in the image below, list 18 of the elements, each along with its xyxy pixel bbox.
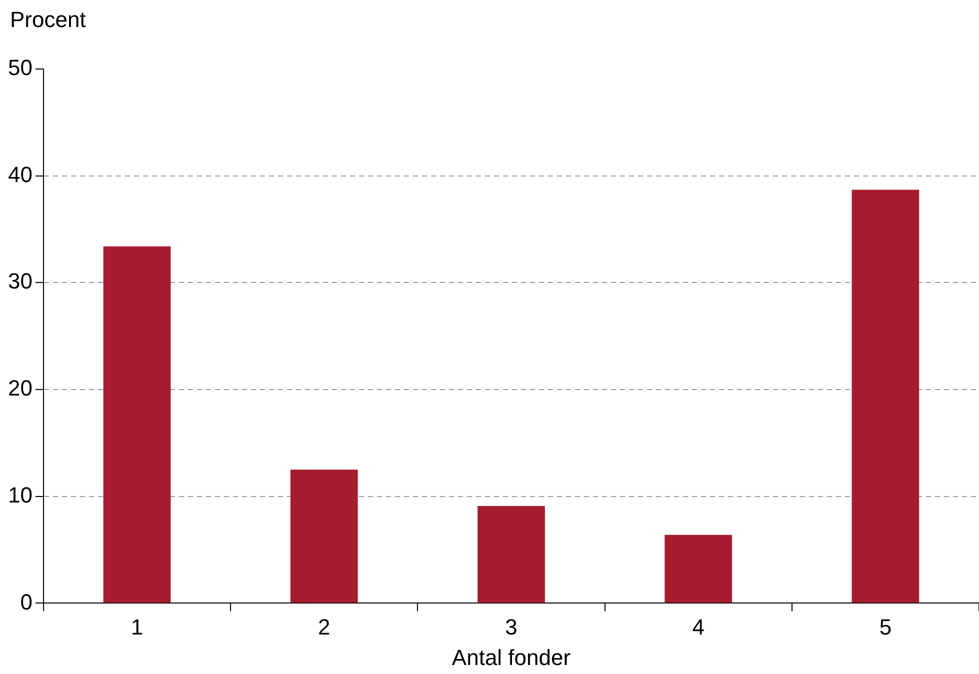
y-tick-label: 20 xyxy=(8,376,32,401)
x-tick-label: 3 xyxy=(505,614,518,640)
y-tick-label: 0 xyxy=(20,589,32,614)
y-tick-label: 30 xyxy=(8,268,32,294)
x-axis-title: Antal fonder xyxy=(452,644,571,670)
bar xyxy=(103,246,171,603)
bar xyxy=(852,190,920,603)
bar xyxy=(664,534,732,603)
x-tick-label: 1 xyxy=(130,614,144,640)
y-tick-label: 40 xyxy=(8,162,32,187)
y-axis-title: Procent xyxy=(10,7,86,32)
y-tick-label: 10 xyxy=(8,482,32,508)
x-tick-label: 4 xyxy=(692,614,704,640)
bar xyxy=(290,470,358,603)
bar xyxy=(478,506,545,603)
x-tick-label: 2 xyxy=(318,614,330,640)
x-tick-label: 5 xyxy=(879,614,892,640)
y-tick-label: 50 xyxy=(8,55,32,80)
